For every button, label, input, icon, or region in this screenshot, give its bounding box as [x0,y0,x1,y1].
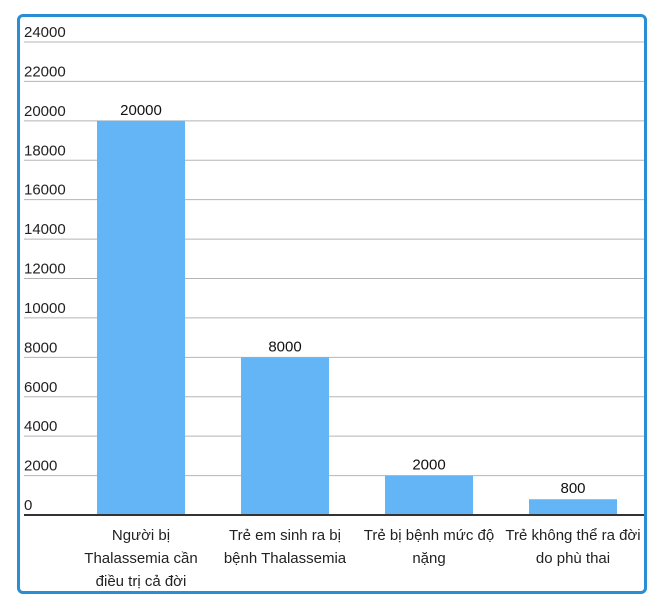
x-category-line: Người bị [112,527,170,544]
x-category-line: Thalassemia cần [84,550,197,567]
data-label: 2000 [412,457,445,474]
x-category-label: Người bị Thalassemia cần điều trị cả đời [84,527,197,590]
x-axis-categories: Người bị Thalassemia cần điều trị cả đời Tr… [84,527,640,590]
x-category-line: điều trị cả đời [96,573,187,590]
y-axis-ticks: 0 2000 4000 6000 8000 10000 12000 14000 16000 180… [24,24,66,514]
x-category-line: nặng [412,550,445,567]
y-tick-label: 2000 [24,458,57,475]
x-category-line: Trẻ không thể ra đời [505,527,640,544]
x-category-line: do phù thai [536,550,610,567]
y-tick-label: 16000 [24,182,66,199]
y-tick-label: 6000 [24,379,57,396]
data-labels: 20000 8000 2000 800 [120,102,585,497]
y-tick-label: 24000 [24,24,66,41]
x-category-line: bệnh Thalassemia [224,550,347,567]
bar [529,499,617,515]
data-label: 8000 [268,338,301,355]
y-tick-label: 4000 [24,418,57,435]
x-category-label: Trẻ không thể ra đời do phù thai [505,527,640,567]
bars [97,120,617,515]
x-category-line: Trẻ em sinh ra bị [229,527,341,544]
y-tick-label: 12000 [24,261,66,278]
bar [97,120,185,515]
bar [241,357,329,515]
bar [385,475,473,515]
y-tick-label: 10000 [24,300,66,317]
x-category-line: Trẻ bị bệnh mức độ [364,527,494,544]
y-tick-label: 22000 [24,63,66,80]
y-tick-label: 20000 [24,103,66,120]
data-label: 800 [560,480,585,497]
y-tick-label: 8000 [24,339,57,356]
x-category-label: Trẻ em sinh ra bị bệnh Thalassemia [224,527,347,567]
y-tick-label: 0 [24,497,32,514]
x-category-label: Trẻ bị bệnh mức độ nặng [364,527,494,567]
y-tick-label: 18000 [24,142,66,159]
data-label: 20000 [120,102,162,119]
y-tick-label: 14000 [24,221,66,238]
